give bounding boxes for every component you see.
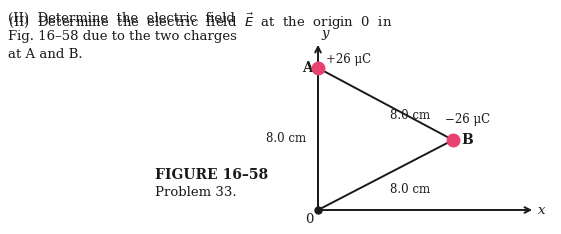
Text: (II)  Determine  the  electric  field: (II) Determine the electric field <box>8 12 243 25</box>
Text: x: x <box>538 204 545 216</box>
Text: 0: 0 <box>306 213 314 226</box>
Text: +26 μC: +26 μC <box>326 53 371 66</box>
Text: y: y <box>322 27 329 40</box>
Text: −26 μC: −26 μC <box>445 113 490 126</box>
Text: 8.0 cm: 8.0 cm <box>390 183 431 196</box>
Text: B: B <box>461 133 473 147</box>
Text: 8.0 cm: 8.0 cm <box>390 109 431 122</box>
Text: Problem 33.: Problem 33. <box>155 186 237 199</box>
Text: at A and B.: at A and B. <box>8 48 82 61</box>
Text: FIGURE 16–58: FIGURE 16–58 <box>155 168 268 182</box>
Text: Fig. 16–58 due to the two charges: Fig. 16–58 due to the two charges <box>8 30 237 43</box>
Text: 8.0 cm: 8.0 cm <box>266 132 306 146</box>
Text: A: A <box>302 61 313 75</box>
Text: (II)  Determine  the  electric  field  $\vec{E}$  at  the  origin  0  in: (II) Determine the electric field $\vec{… <box>8 12 392 32</box>
